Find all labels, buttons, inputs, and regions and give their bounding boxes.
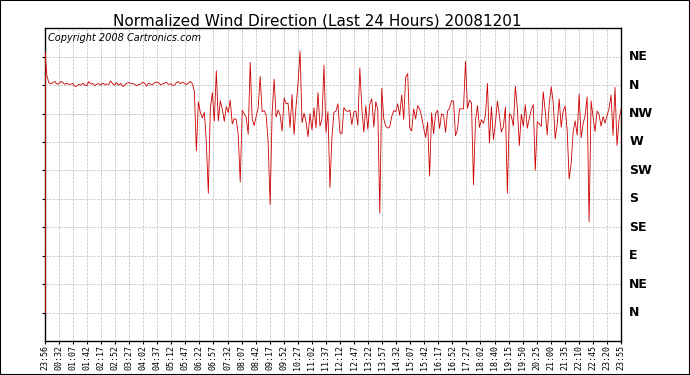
Text: SW: SW [629, 164, 652, 177]
Text: Copyright 2008 Cartronics.com: Copyright 2008 Cartronics.com [48, 33, 201, 43]
Text: NE: NE [629, 50, 648, 63]
Text: NW: NW [629, 107, 653, 120]
Text: SE: SE [629, 221, 647, 234]
Text: W: W [629, 135, 643, 148]
Text: N: N [629, 78, 640, 92]
Text: E: E [629, 249, 638, 262]
Text: N: N [629, 306, 640, 319]
Text: Normalized Wind Direction (Last 24 Hours) 20081201: Normalized Wind Direction (Last 24 Hours… [113, 13, 522, 28]
Text: NE: NE [629, 278, 648, 291]
Text: S: S [629, 192, 638, 206]
